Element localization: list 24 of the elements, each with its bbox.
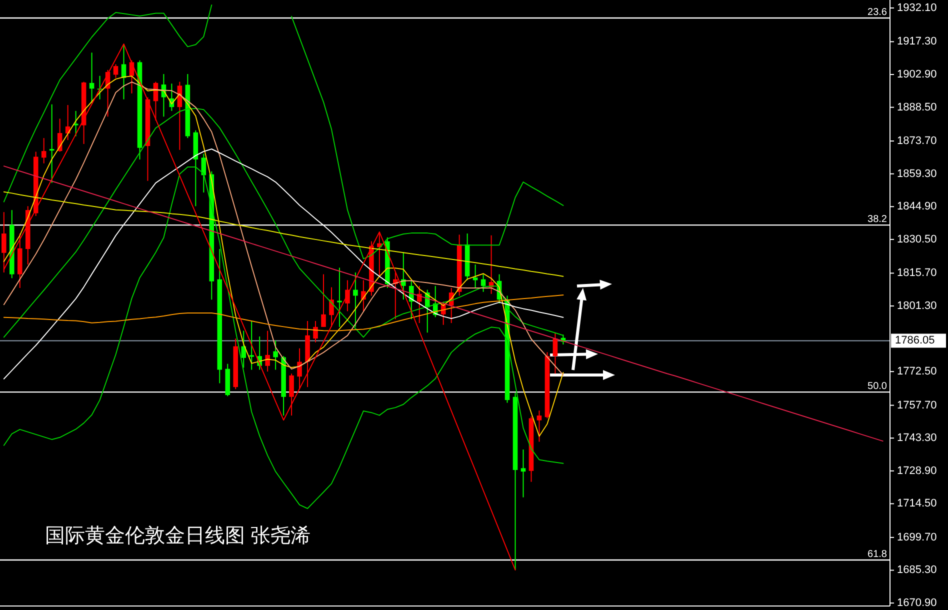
y-tick-label: 1844.90 (897, 200, 937, 213)
y-tick-label: 1932.10 (897, 2, 937, 14)
y-tick-label: 1902.90 (897, 68, 937, 80)
y-tick-label: 1830.50 (897, 233, 937, 246)
y-tick-label: 1801.30 (897, 300, 937, 312)
y-tick-label: 1772.50 (897, 366, 937, 378)
annotation: 50.0 (868, 381, 888, 392)
y-tick-label: 1815.70 (897, 267, 937, 280)
ref-line-label: 1786.05 (895, 334, 935, 347)
y-tick-label: 1873.70 (897, 135, 937, 148)
y-tick-label: 1743.30 (897, 432, 937, 444)
y-tick-label: 1685.30 (897, 564, 937, 576)
y-tick-label: 1699.70 (897, 531, 937, 544)
y-tick-label: 1888.50 (897, 101, 937, 114)
y-tick-label: 1670.90 (897, 597, 937, 610)
y-tick-label: 1757.70 (897, 399, 937, 412)
y-tick-label: 1917.30 (897, 36, 937, 48)
y-tick-label: 1859.30 (897, 168, 937, 180)
y-tick-label: 1714.50 (897, 498, 937, 510)
annotation: 38.2 (868, 214, 888, 226)
annotation: 23.6 (868, 7, 888, 18)
y-tick-label: 1728.90 (897, 464, 937, 477)
annotation: 61.8 (868, 548, 888, 560)
text: 国际黄金伦敦金日线图 张尧浠 (45, 525, 311, 547)
